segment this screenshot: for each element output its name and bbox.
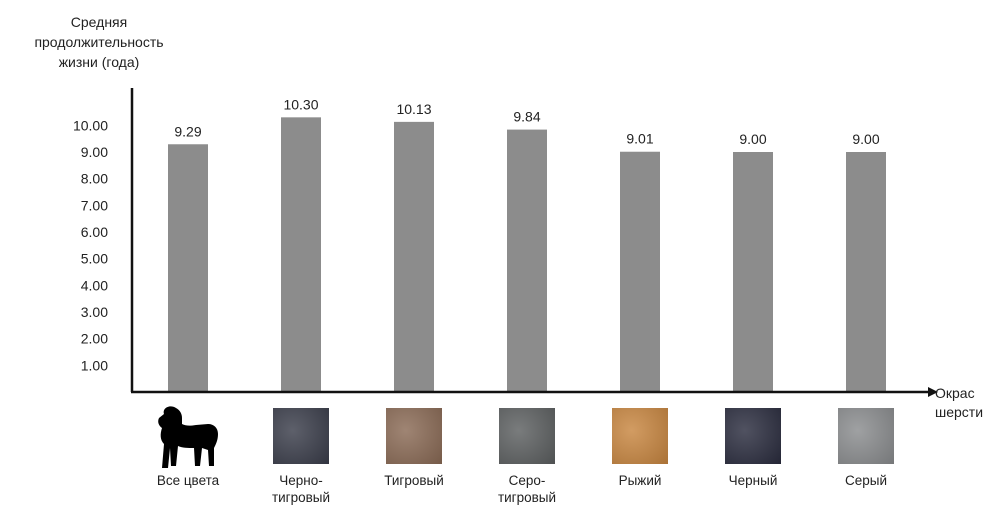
category-label: Тигровый bbox=[384, 473, 444, 488]
bar-value-label: 9.29 bbox=[174, 123, 201, 139]
data-labels: 9.29 10.30 10.13 9.84 9.01 9.00 9.00 bbox=[174, 96, 879, 147]
gray-fur-swatch bbox=[838, 408, 894, 464]
bar bbox=[168, 144, 208, 392]
y-tick-label: 10.00 bbox=[73, 117, 108, 133]
y-axis-ticks: 1.00 2.00 3.00 4.00 5.00 6.00 7.00 8.00 9.00 10.0… bbox=[73, 117, 108, 373]
bar bbox=[620, 151, 660, 392]
category-label: Черный bbox=[728, 473, 778, 488]
y-tick-label: 9.00 bbox=[81, 144, 108, 160]
category-label: Серо- тигровый bbox=[497, 473, 557, 505]
bar-value-label: 9.00 bbox=[739, 131, 766, 147]
y-tick-label: 6.00 bbox=[81, 224, 108, 240]
dog-silhouette-icon bbox=[156, 404, 220, 472]
y-tick-label: 3.00 bbox=[81, 304, 108, 320]
y-axis-label: Средняя продолжительность жизни (года) bbox=[34, 14, 164, 70]
y-tick-label: 1.00 bbox=[81, 357, 108, 373]
bar-value-label: 10.30 bbox=[283, 96, 318, 112]
red-fur-swatch bbox=[612, 408, 668, 464]
x-axis-label: Окрас шерсти bbox=[935, 385, 984, 420]
bars bbox=[168, 117, 886, 392]
bar bbox=[507, 129, 547, 392]
y-tick-label: 8.00 bbox=[81, 171, 108, 187]
category-label: Черно- тигровый bbox=[271, 473, 331, 505]
bar bbox=[846, 152, 886, 392]
bar bbox=[733, 152, 773, 392]
bar-value-label: 10.13 bbox=[396, 101, 431, 117]
bar-value-label: 9.84 bbox=[513, 109, 540, 125]
brindle-fur-swatch bbox=[386, 408, 442, 464]
y-tick-label: 2.00 bbox=[81, 331, 108, 347]
y-tick-label: 7.00 bbox=[81, 197, 108, 213]
bar bbox=[281, 117, 321, 392]
black-fur-swatch bbox=[725, 408, 781, 464]
category-label: Все цвета bbox=[156, 473, 220, 488]
gray-brindle-fur-swatch bbox=[499, 408, 555, 464]
category-label: Серый bbox=[844, 473, 887, 488]
category-label: Рыжий bbox=[618, 473, 662, 488]
black-brindle-fur-swatch bbox=[273, 408, 329, 464]
y-tick-label: 4.00 bbox=[81, 277, 108, 293]
bar bbox=[394, 121, 434, 392]
x-axis-arrowhead bbox=[928, 387, 938, 397]
y-tick-label: 5.00 bbox=[81, 251, 108, 267]
bar-value-label: 9.01 bbox=[626, 131, 653, 147]
bar-value-label: 9.00 bbox=[852, 131, 879, 147]
